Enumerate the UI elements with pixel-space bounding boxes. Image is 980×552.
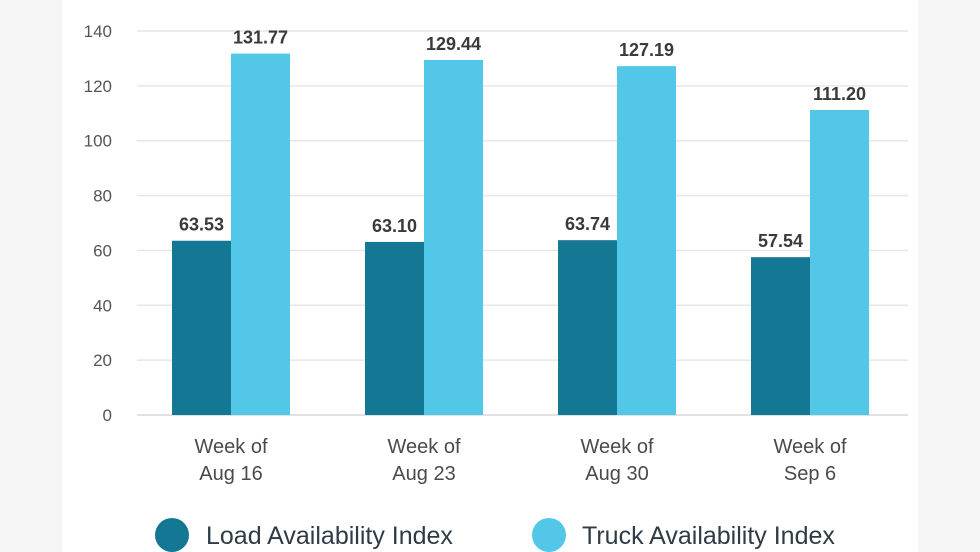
x-tick-label: Aug 23 bbox=[392, 463, 455, 485]
bar-truck bbox=[231, 53, 290, 415]
x-tick-label: Aug 30 bbox=[585, 463, 648, 485]
bar-truck bbox=[424, 59, 483, 416]
x-tick-label: Week of bbox=[774, 436, 847, 458]
x-tick-label: Week of bbox=[195, 436, 268, 458]
data-label: 127.19 bbox=[619, 40, 674, 60]
legend-label: Truck Availability Index bbox=[582, 522, 835, 550]
x-tick-label: Week of bbox=[388, 436, 461, 458]
data-label: 63.53 bbox=[179, 215, 224, 235]
data-label: 111.20 bbox=[813, 84, 866, 104]
bar-load bbox=[365, 241, 424, 415]
y-tick-label: 60 bbox=[93, 241, 112, 260]
y-tick-label: 80 bbox=[93, 187, 112, 206]
bar-load bbox=[751, 257, 810, 415]
y-tick-label: 40 bbox=[93, 296, 112, 315]
data-label: 57.54 bbox=[758, 231, 803, 251]
y-tick-label: 20 bbox=[93, 351, 112, 370]
bar-load bbox=[172, 240, 231, 415]
bar-truck bbox=[617, 66, 676, 416]
legend-label: Load Availability Index bbox=[206, 522, 453, 550]
legend-marker bbox=[155, 518, 189, 552]
bar-truck bbox=[810, 109, 869, 415]
y-tick-label: 140 bbox=[84, 22, 112, 41]
data-label: 129.44 bbox=[426, 34, 481, 54]
bar-load bbox=[558, 240, 617, 415]
data-label: 131.77 bbox=[233, 28, 288, 48]
y-tick-label: 0 bbox=[103, 406, 112, 425]
legend-marker bbox=[532, 518, 566, 552]
x-tick-label: Aug 16 bbox=[199, 463, 262, 485]
data-label: 63.74 bbox=[565, 214, 610, 234]
y-tick-label: 120 bbox=[84, 77, 112, 96]
y-tick-label: 100 bbox=[84, 132, 112, 151]
x-tick-label: Week of bbox=[581, 436, 654, 458]
x-tick-label: Sep 6 bbox=[784, 463, 836, 485]
data-label: 63.10 bbox=[372, 216, 417, 236]
